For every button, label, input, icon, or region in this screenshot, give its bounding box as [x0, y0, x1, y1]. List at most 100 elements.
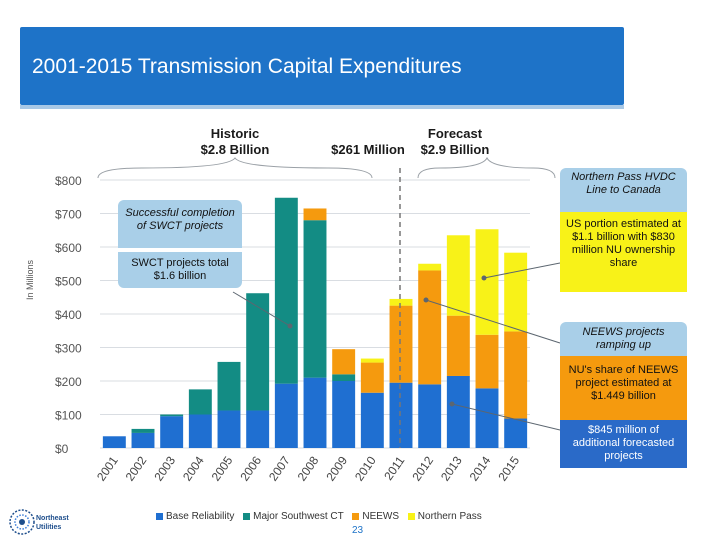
legend-label-base-reliability: Base Reliability [166, 511, 235, 522]
legend-swatch-neews [352, 512, 360, 520]
historic-bracket [97, 157, 373, 179]
legend-label-northern-pass: Northern Pass [417, 511, 482, 522]
y-tick-label: $300 [55, 342, 82, 356]
historic-total: $2.8 Billion [200, 142, 270, 157]
bar-major-southwest-ct-2004 [188, 389, 212, 415]
bar-major-southwest-ct-2007 [274, 197, 298, 384]
y-tick-label: $100 [55, 409, 82, 423]
bar-neews-2010 [360, 362, 384, 393]
x-tick-label: 2012 [409, 453, 436, 483]
bar-neews-2013 [446, 315, 470, 376]
x-tick-label: 2002 [123, 453, 150, 483]
x-tick-label: 2009 [323, 453, 350, 483]
bar-base-reliability-2008 [303, 377, 327, 448]
bar-northern-pass-2013 [446, 235, 470, 316]
legend-swatch-northern-pass [407, 512, 415, 520]
nu-share-callout: NU's share of NEEWS project estimated at… [560, 356, 687, 420]
bar-base-reliability-2013 [446, 375, 470, 448]
x-tick-label: 2001 [94, 453, 121, 483]
y-tick-label: $400 [55, 308, 82, 322]
company-logo-icon [9, 509, 35, 535]
bar-base-reliability-2003 [160, 416, 184, 448]
bar-major-southwest-ct-2008 [303, 220, 327, 378]
x-tick-label: 2007 [266, 453, 293, 483]
bar-base-reliability-2009 [332, 381, 356, 448]
legend-label-neews: NEEWS [362, 511, 400, 522]
bar-base-reliability-2015 [504, 418, 528, 448]
y-tick-label: $600 [55, 241, 82, 255]
bar-major-southwest-ct-2002 [131, 428, 155, 433]
bar-neews-2009 [332, 349, 356, 375]
x-tick-label: 2006 [237, 453, 264, 483]
y-axis-label: In Millions [25, 259, 35, 300]
bar-base-reliability-2002 [131, 432, 155, 448]
bar-base-reliability-2011 [389, 382, 413, 448]
x-tick-label: 2010 [352, 453, 379, 483]
logo-line-2: Utilities [36, 524, 62, 531]
bar-base-reliability-2001 [102, 436, 126, 448]
swct-leader-dot [287, 323, 293, 329]
additional-leader-dot [449, 401, 455, 407]
y-tick-label: $200 [55, 375, 82, 389]
bar-neews-2014 [475, 334, 499, 389]
legend-swatch-major-swct [243, 512, 251, 520]
historic-header: Historic $2.8 Billion [185, 126, 285, 158]
bar-northern-pass-2015 [504, 252, 528, 332]
bar-neews-2012 [418, 270, 442, 385]
bar-major-southwest-ct-2005 [217, 361, 241, 411]
neews-ramping-callout: NEEWS projects ramping up [560, 322, 687, 356]
y-tick-label: $800 [55, 174, 82, 188]
x-tick-label: 2008 [295, 453, 322, 483]
forecast-total: $2.9 Billion [420, 142, 490, 157]
middle-total: $261 Million [331, 142, 405, 157]
bar-northern-pass-2014 [475, 229, 499, 335]
bar-base-reliability-2006 [246, 410, 270, 448]
bar-base-reliability-2014 [475, 388, 499, 448]
bar-neews-2008 [303, 208, 327, 221]
bar-base-reliability-2012 [418, 384, 442, 448]
x-tick-label: 2015 [495, 453, 522, 483]
bar-northern-pass-2010 [360, 358, 384, 363]
swct-leader-line [232, 291, 291, 327]
legend-label-major-swct: Major Southwest CT [253, 511, 344, 522]
forecast-bracket [417, 156, 556, 179]
bar-northern-pass-2012 [418, 263, 442, 271]
bar-major-southwest-ct-2006 [246, 293, 270, 411]
title-underline [20, 105, 624, 109]
additional-leader-line [451, 403, 561, 431]
forecast-header: Forecast $2.9 Billion [412, 126, 498, 158]
logo-line-1: Northeast [36, 515, 69, 522]
bar-neews-2011 [389, 305, 413, 383]
bar-base-reliability-2005 [217, 410, 241, 448]
northern-pass-callout: Northern Pass HVDC Line to Canada [560, 168, 687, 212]
x-tick-label: 2011 [381, 453, 407, 482]
bar-major-southwest-ct-2003 [160, 414, 184, 417]
x-tick-label: 2004 [180, 453, 207, 483]
us-portion-callout: US portion estimated at $1.1 billion wit… [560, 212, 687, 292]
header-brackets [97, 156, 556, 179]
bar-neews-2015 [504, 331, 528, 419]
northern-pass-leader-line [483, 262, 561, 279]
page-number: 23 [352, 525, 364, 536]
swct-total-callout: SWCT projects total $1.6 billion [118, 252, 242, 288]
y-tick-label: $500 [55, 275, 82, 289]
x-tick-label: 2014 [467, 453, 494, 483]
additional-projects-callout: $845 million of additional forecasted pr… [560, 420, 687, 468]
neews-leader-dot [423, 297, 429, 303]
y-tick-label: $700 [55, 208, 82, 222]
chart-legend: Base Reliability Major Southwest CT NEEW… [150, 511, 482, 522]
callout-leader-lines [232, 262, 561, 431]
legend-swatch-base-reliability [156, 512, 163, 520]
y-tick-label: $0 [55, 442, 69, 456]
bar-base-reliability-2004 [188, 414, 212, 448]
title-bar: 2001-2015 Transmission Capital Expenditu… [20, 27, 624, 105]
page-title: 2001-2015 Transmission Capital Expenditu… [32, 55, 462, 78]
x-tick-label: 2005 [209, 453, 236, 483]
bar-base-reliability-2010 [360, 392, 384, 448]
company-logo-text: Northeast Utilities [36, 514, 69, 532]
successful-completion-callout: Successful completion of SWCT projects [118, 200, 242, 248]
forecast-label: Forecast [427, 126, 483, 141]
bar-northern-pass-2011 [389, 298, 413, 306]
x-tick-label: 2013 [438, 453, 465, 483]
